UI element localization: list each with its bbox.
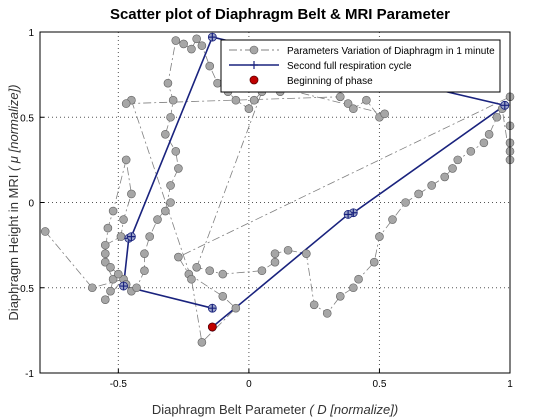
data-point [362, 96, 370, 104]
data-point [232, 96, 240, 104]
data-point [161, 207, 169, 215]
data-point [101, 250, 109, 258]
data-point [310, 301, 318, 309]
data-point [172, 37, 180, 45]
data-point [172, 147, 180, 155]
data-point [133, 284, 141, 292]
data-point [41, 227, 49, 235]
data-point [193, 263, 201, 271]
data-point [449, 164, 457, 172]
data-point [271, 258, 279, 266]
data-point [174, 253, 182, 261]
y-tick-label: 1 [28, 28, 34, 39]
data-point [250, 96, 258, 104]
data-point [258, 267, 266, 275]
data-point [206, 62, 214, 70]
data-point [122, 156, 130, 164]
data-point [485, 130, 493, 138]
data-point [219, 292, 227, 300]
data-point [146, 233, 154, 241]
data-point [402, 199, 410, 207]
data-point [355, 275, 363, 283]
data-point [428, 181, 436, 189]
data-point [120, 216, 128, 224]
x-tick-label: 0 [246, 379, 252, 390]
data-point [336, 93, 344, 101]
data-point [454, 156, 462, 164]
legend-swatch-marker [250, 46, 258, 54]
data-point [107, 263, 115, 271]
data-point [198, 42, 206, 50]
data-point [232, 304, 240, 312]
data-point [167, 199, 175, 207]
data-point [284, 246, 292, 254]
data-point [104, 224, 112, 232]
data-point [302, 250, 310, 258]
data-point [206, 267, 214, 275]
data-point [167, 113, 175, 121]
data-point [154, 216, 162, 224]
legend-label: Beginning of phase [287, 76, 373, 87]
data-point [122, 100, 130, 108]
data-point [101, 296, 109, 304]
data-point [180, 40, 188, 48]
data-point [107, 287, 115, 295]
data-point [198, 338, 206, 346]
data-point [114, 270, 122, 278]
data-point [271, 250, 279, 258]
data-point [140, 250, 148, 258]
data-point [349, 284, 357, 292]
data-point [245, 105, 253, 113]
x-axis-label-symbol: ( D [normalize]) [309, 402, 398, 417]
data-point [167, 181, 175, 189]
data-point [336, 292, 344, 300]
data-point [101, 241, 109, 249]
data-point [127, 190, 135, 198]
data-point [88, 284, 96, 292]
x-tick-label: 0.5 [372, 379, 386, 390]
data-point [480, 139, 488, 147]
y-axis-label: Diaphragm Height in MRI ( μ [normalize]) [6, 84, 21, 320]
data-point [187, 45, 195, 53]
legend-label: Parameters Variation of Diaphragm in 1 m… [287, 46, 495, 57]
data-point [164, 79, 172, 87]
data-point [349, 105, 357, 113]
data-point [381, 110, 389, 118]
data-point [161, 130, 169, 138]
data-point [187, 275, 195, 283]
data-point [370, 258, 378, 266]
legend-label: Second full respiration cycle [287, 61, 412, 72]
data-point [193, 35, 201, 43]
legend-swatch-marker [250, 76, 258, 84]
data-point [389, 216, 397, 224]
x-tick-label: 1 [507, 379, 513, 390]
data-point [323, 309, 331, 317]
x-axis-label: Diaphragm Belt Parameter ( D [normalize]… [152, 402, 398, 417]
data-point [174, 164, 182, 172]
data-point [493, 113, 501, 121]
legend: Parameters Variation of Diaphragm in 1 m… [221, 40, 500, 92]
data-point [375, 233, 383, 241]
data-point [140, 267, 148, 275]
data-point [169, 96, 177, 104]
data-point [467, 147, 475, 155]
data-point [109, 207, 117, 215]
data-point [415, 190, 423, 198]
start-point [208, 323, 216, 331]
y-tick-label: 0 [28, 199, 34, 210]
y-tick-label: -1 [25, 369, 34, 380]
data-point [219, 270, 227, 278]
x-tick-label: -0.5 [110, 379, 128, 390]
data-point [441, 173, 449, 181]
data-point [214, 79, 222, 87]
data-point [117, 233, 125, 241]
y-axis-label-symbol: ( μ [normalize]) [6, 84, 21, 171]
y-tick-label: 0.5 [20, 113, 34, 124]
